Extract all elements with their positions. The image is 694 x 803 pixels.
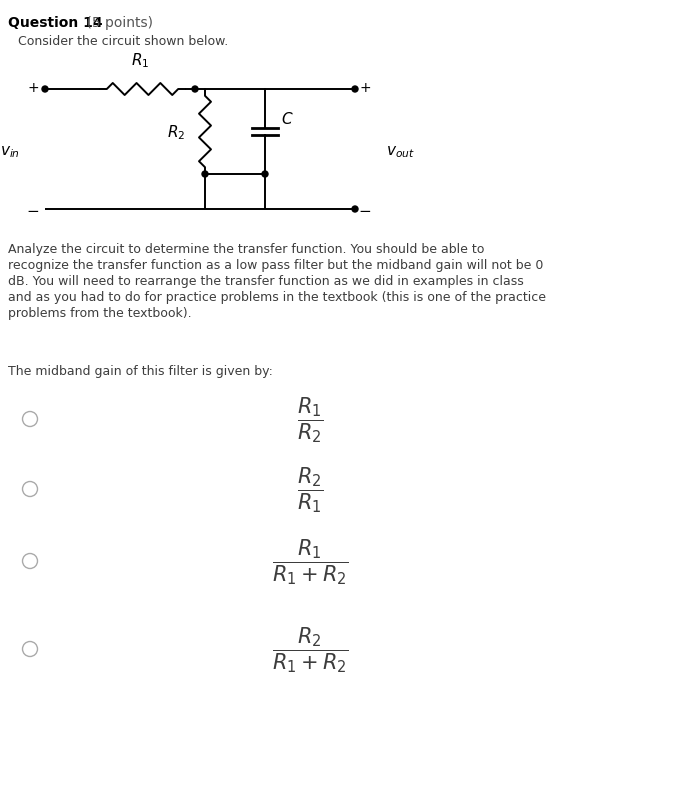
Text: and as you had to do for practice problems in the textbook (this is one of the p: and as you had to do for practice proble…	[8, 291, 546, 304]
Text: $R_2$: $R_2$	[167, 123, 185, 141]
Text: +: +	[27, 81, 39, 95]
Text: Consider the circuit shown below.: Consider the circuit shown below.	[18, 35, 228, 48]
Text: $\dfrac{R_1}{R_2}$: $\dfrac{R_1}{R_2}$	[297, 394, 323, 444]
Text: dB. You will need to rearrange the transfer function as we did in examples in cl: dB. You will need to rearrange the trans…	[8, 275, 524, 287]
Circle shape	[352, 206, 358, 213]
Text: problems from the textbook).: problems from the textbook).	[8, 307, 192, 320]
Text: $v_{out}$: $v_{out}$	[386, 144, 414, 160]
Text: $\dfrac{R_2}{R_1+R_2}$: $\dfrac{R_2}{R_1+R_2}$	[272, 625, 348, 674]
Text: −: −	[26, 204, 40, 219]
Text: −: −	[359, 204, 371, 219]
Text: $\dfrac{R_2}{R_1}$: $\dfrac{R_2}{R_1}$	[297, 465, 323, 514]
Text: +: +	[359, 81, 371, 95]
Circle shape	[42, 87, 48, 93]
Text: recognize the transfer function as a low pass filter but the midband gain will n: recognize the transfer function as a low…	[8, 259, 543, 271]
Circle shape	[192, 87, 198, 93]
Text: Analyze the circuit to determine the transfer function. You should be able to: Analyze the circuit to determine the tra…	[8, 243, 484, 255]
Text: $v_{in}$: $v_{in}$	[0, 144, 20, 160]
Text: Question 14: Question 14	[8, 16, 103, 30]
Text: $R_1$: $R_1$	[131, 51, 150, 70]
Circle shape	[262, 172, 268, 177]
Circle shape	[352, 87, 358, 93]
Circle shape	[202, 172, 208, 177]
Text: $\dfrac{R_1}{R_1+R_2}$: $\dfrac{R_1}{R_1+R_2}$	[272, 536, 348, 586]
Text: The midband gain of this filter is given by:: The midband gain of this filter is given…	[8, 365, 273, 377]
Text: (5 points): (5 points)	[82, 16, 153, 30]
Text: $C$: $C$	[281, 111, 294, 127]
